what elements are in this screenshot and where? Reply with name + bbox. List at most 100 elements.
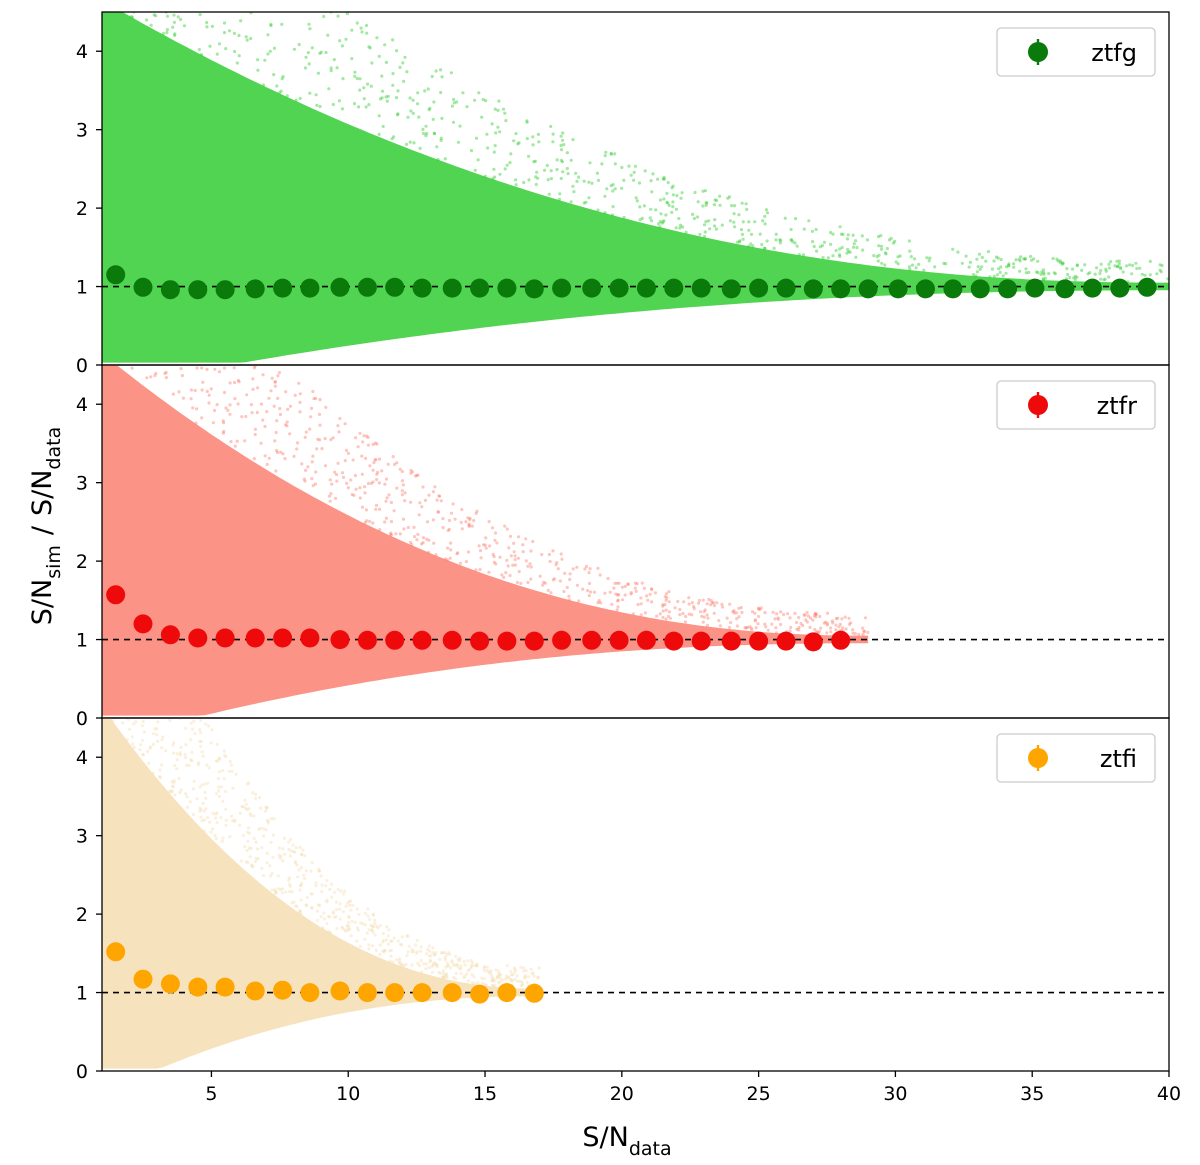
scatter-dot [861,248,865,252]
scatter-dot [369,923,373,927]
scatter-dot [559,158,564,162]
scatter-dot [274,891,278,896]
scatter-dot [275,448,279,453]
scatter-dot [325,898,329,902]
scatter-dot [277,371,281,375]
scatter-dot [243,798,247,802]
scatter-dot [473,168,477,172]
scatter-dot [1158,263,1162,267]
binned-point [916,279,935,299]
binned-points-ztfg [106,265,1157,300]
scatter-dot [453,954,458,958]
scatter-dot [574,171,578,175]
scatter-dot [1118,265,1122,269]
scatter-dot [504,119,508,123]
binned-point [133,614,153,634]
scatter-dot [335,66,339,70]
scatter-dot [256,857,260,861]
scatter-dot [548,559,552,564]
scatter-dot [335,473,339,477]
binned-point [300,278,320,298]
legend-label: ztfr [1097,392,1137,420]
scatter-dot [336,14,340,18]
scatter-dot [650,588,654,592]
scatter-dot [352,102,357,106]
scatter-dot [439,499,443,503]
scatter-dot [214,759,218,763]
scatter-dot [770,622,774,626]
scatter-dot [199,744,203,748]
scatter-dot [1052,271,1056,275]
scatter-dot [1080,268,1084,272]
scatter-dot [678,607,682,612]
scatter-dot [197,761,201,765]
scatter-dot [298,392,302,396]
scatter-dot [739,606,743,610]
scatter-dot [365,931,369,935]
scatter-dot [546,588,550,593]
scatter-dot [341,77,345,81]
scatter-dot [398,961,402,966]
scatter-dot [775,612,779,616]
scatter-dot [421,127,425,131]
scatter-dot [259,402,264,406]
scatter-dot [294,904,298,908]
scatter-dot [293,860,297,864]
scatter-dot [332,58,336,62]
binned-point [215,628,235,648]
scatter-dot [643,611,648,615]
scatter-dot [265,462,269,467]
scatter-dot [446,964,450,968]
scatter-dot [345,12,349,16]
scatter-dot [737,606,741,610]
scatter-dot [289,849,293,853]
scatter-dot [588,567,592,571]
scatter-dot [211,827,215,831]
scatter-dot [430,74,434,79]
scatter-dot [575,583,580,587]
scatter-dot [616,599,620,603]
scatter-dot [297,42,301,47]
scatter-dot [313,482,317,486]
scatter-dot [472,975,476,979]
scatter-dot [233,818,237,822]
scatter-dot [933,265,937,269]
scatter-dot [649,219,654,223]
scatter-dot [951,247,955,251]
legend-marker [1028,42,1048,62]
scatter-dot [506,564,510,568]
scatter-dot [661,615,665,620]
scatter-dot [1041,277,1045,281]
scatter-dot [569,200,573,204]
scatter-dot [501,107,506,111]
scatter-dot [756,606,761,610]
scatter-dot [531,539,535,544]
scatter-dot [1083,263,1087,267]
scatter-dot [1134,261,1138,265]
scatter-dot [745,207,749,211]
scatter-dot [710,601,714,605]
scatter-dot [327,930,331,934]
scatter-dot [173,764,177,768]
scatter-dot [251,865,255,869]
scatter-dot [338,416,342,421]
scatter-dot [324,50,328,55]
scatter-dot [185,805,189,810]
scatter-dot [549,591,553,595]
scatter-dot [439,68,443,72]
scatter-dot [189,397,193,401]
scatter-dot [200,783,204,787]
scatter-dot [622,215,626,219]
scatter-dot [358,431,362,435]
scatter-dot [252,457,256,461]
scatter-dot [649,587,654,591]
scatter-dot [449,71,453,75]
scatter-dot [385,496,389,500]
scatter-dot [338,39,342,43]
scatter-dot [698,610,703,614]
scatter-dot [141,753,145,757]
scatter-dot [340,925,344,929]
scatter-dot [444,975,448,979]
scatter-dot [572,190,576,194]
scatter-dot [362,434,366,438]
